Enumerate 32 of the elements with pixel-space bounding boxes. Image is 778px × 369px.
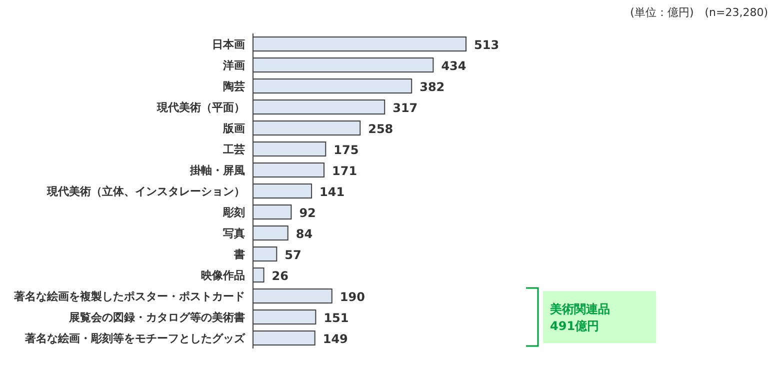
y-tick-label: 現代美術（立体、インスタレーション） xyxy=(46,185,245,198)
text: 美術関連品 491億円 xyxy=(549,302,610,333)
data-label: 317 xyxy=(392,101,418,115)
y-tick-label: 著名な絵画を複製したポスター・ポストカード xyxy=(13,290,245,303)
y-tick-label: 著名な絵画・彫刻等をモチーフとしたグッズ xyxy=(24,332,246,345)
text: (単位：億円) (n=23,280) xyxy=(630,6,768,19)
y-tick-label: 日本画 xyxy=(212,38,245,51)
data-label: 57 xyxy=(284,248,302,262)
data-label: 92 xyxy=(299,206,316,220)
y-tick-label: 洋画 xyxy=(222,59,245,72)
data-label: 141 xyxy=(320,185,345,199)
data-label: 190 xyxy=(340,290,365,304)
data-label: 84 xyxy=(296,227,313,241)
data-label: 513 xyxy=(474,38,500,52)
y-tick-label: 現代美術（平面） xyxy=(156,101,245,114)
data-label: 26 xyxy=(272,269,288,283)
y-tick-label: 展覧会の図録・カタログ等の美術書 xyxy=(68,311,245,324)
y-tick-label: 工芸 xyxy=(222,143,245,156)
y-tick-label: 陶芸 xyxy=(223,80,245,93)
y-tick-label: 版画 xyxy=(222,122,245,135)
data-label: 434 xyxy=(441,59,466,73)
data-label: 258 xyxy=(368,122,394,136)
y-tick-label: 写真 xyxy=(223,227,245,240)
y-tick-label: 掛軸・屏風 xyxy=(189,164,245,177)
y-tick-label: 映像作品 xyxy=(201,269,245,282)
y-tick-label: 彫刻 xyxy=(222,206,245,219)
y-tick-label: 書 xyxy=(233,248,245,261)
data-label: 151 xyxy=(324,311,349,325)
data-label: 171 xyxy=(332,164,358,178)
data-label: 382 xyxy=(420,80,445,94)
data-label: 149 xyxy=(322,332,348,346)
data-label: 175 xyxy=(334,143,359,157)
